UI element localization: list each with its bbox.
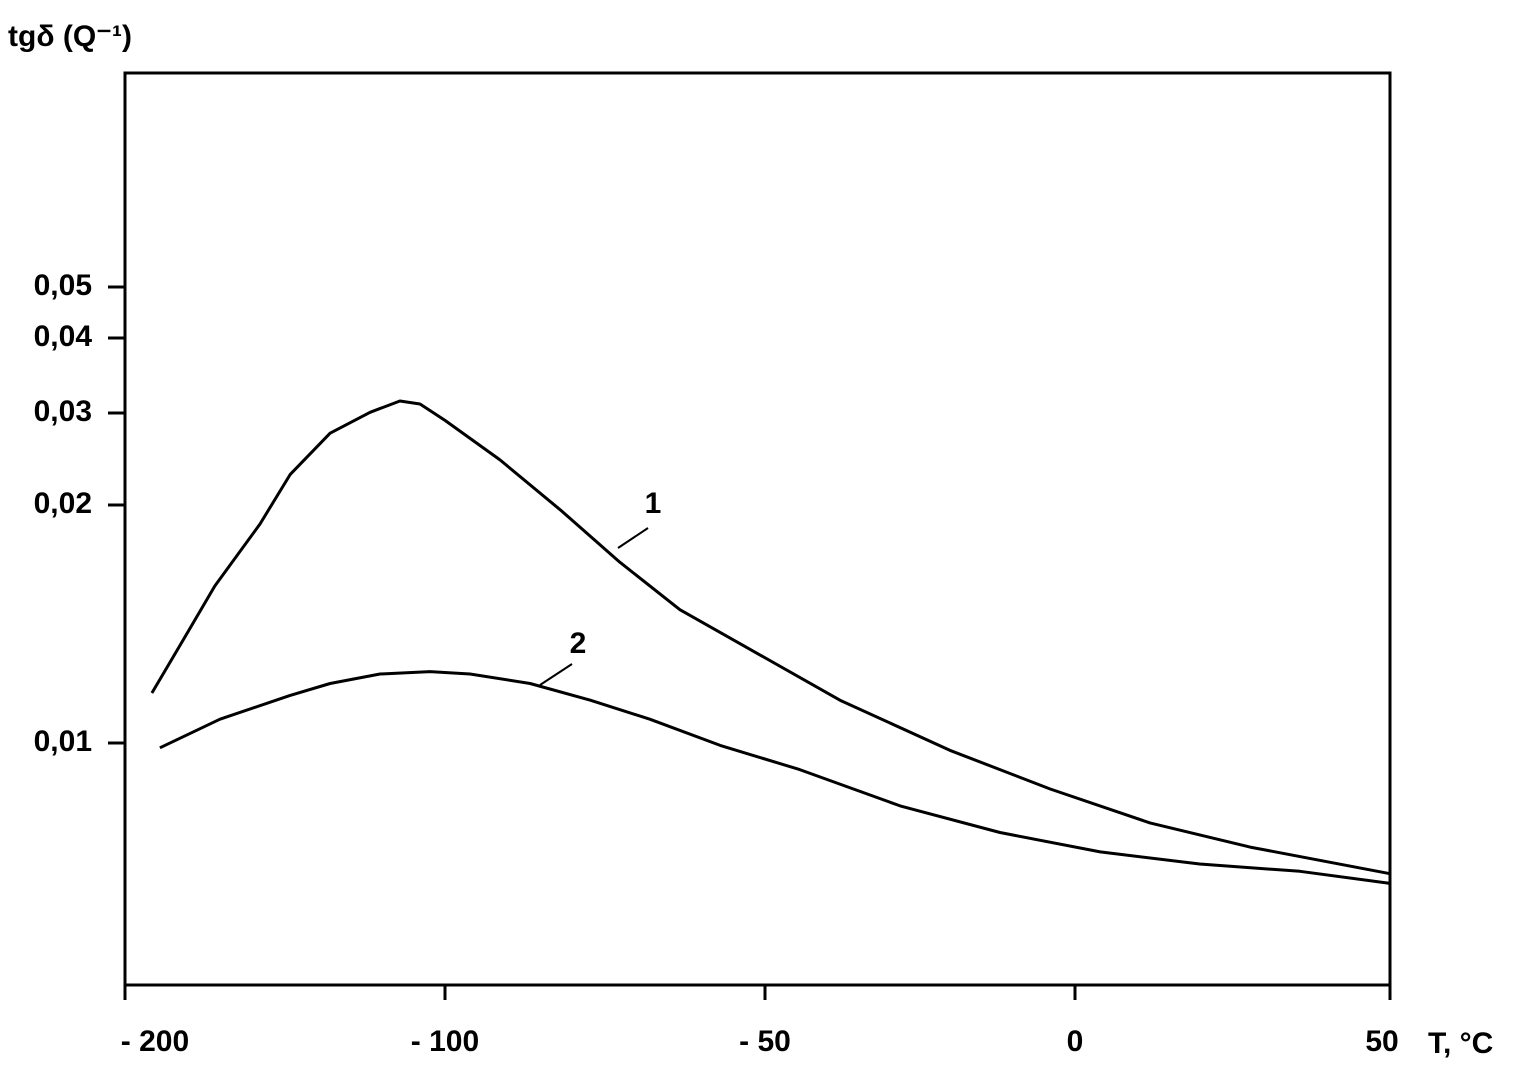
label-leader: [617, 527, 649, 549]
x-tick-label: - 100: [411, 1025, 479, 1058]
series-line: [159, 670, 1391, 885]
x-tick-label: - 50: [739, 1025, 791, 1058]
x-tick-label: 50: [1365, 1025, 1398, 1058]
y-tick-label: 0,03: [34, 395, 92, 428]
label-leader: [539, 663, 573, 686]
plot-frame: [123, 71, 1392, 987]
series-label: 2: [570, 627, 587, 660]
x-tick-label: - 200: [121, 1025, 189, 1058]
y-tick-label: 0,05: [34, 269, 92, 302]
y-tick-label: 0,02: [34, 487, 92, 520]
series-line: [150, 399, 1391, 876]
y-axis-label: tgδ (Q⁻¹): [8, 20, 132, 53]
y-tick-label: 0,04: [34, 320, 93, 353]
series-label: 1: [645, 487, 662, 520]
y-tick-label: 0,01: [34, 725, 92, 758]
x-axis-label: T, °C: [1428, 1027, 1493, 1060]
x-tick-label: 0: [1067, 1025, 1084, 1058]
